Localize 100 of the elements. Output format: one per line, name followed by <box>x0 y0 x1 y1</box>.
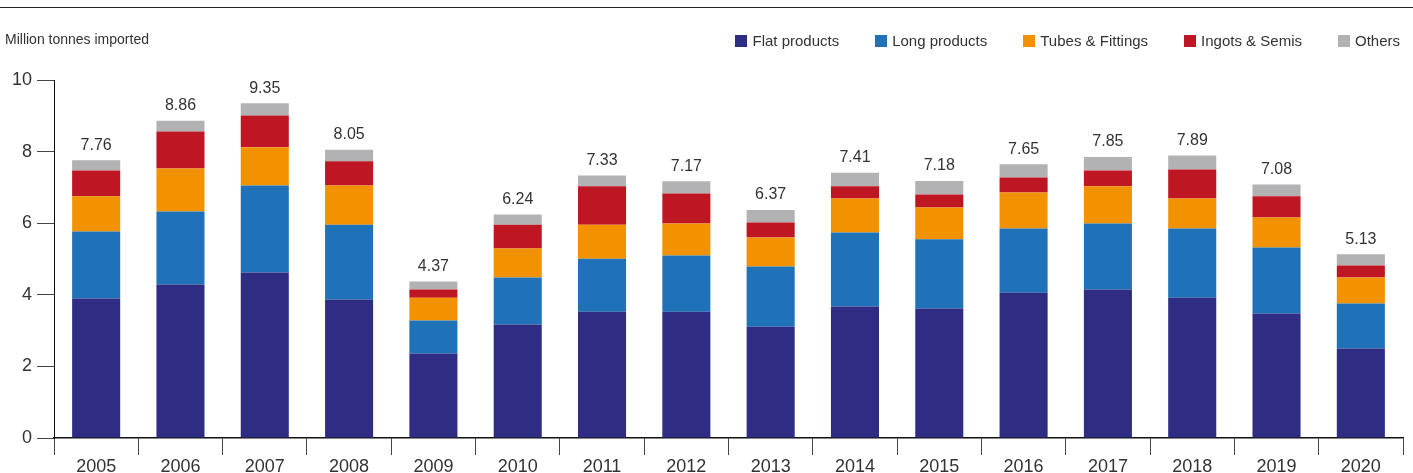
bar <box>409 297 458 321</box>
bar <box>999 192 1048 229</box>
bar <box>493 214 542 225</box>
bar <box>1336 254 1385 266</box>
bar <box>1336 277 1385 304</box>
bar <box>1168 228 1217 298</box>
y-tick-label: 8 <box>21 140 32 161</box>
bar <box>578 311 627 438</box>
bar <box>1083 289 1132 438</box>
total-label: 6.37 <box>755 185 787 203</box>
bar <box>662 181 711 194</box>
bar <box>493 248 542 278</box>
bar <box>72 196 121 232</box>
bar <box>72 160 121 171</box>
y-axis-title: Million tonnes imported <box>5 31 149 47</box>
bar <box>1252 313 1301 438</box>
bar <box>409 320 458 354</box>
bar <box>1252 196 1301 218</box>
y-tick-label: 4 <box>21 283 32 304</box>
total-label: 8.05 <box>333 125 365 143</box>
bar <box>999 228 1048 293</box>
bar <box>830 186 879 199</box>
bar <box>1083 170 1132 187</box>
bar <box>746 237 795 267</box>
x-tick-label: 2019 <box>1256 455 1297 473</box>
x-tick-label: 2011 <box>582 455 622 473</box>
bar <box>493 224 542 249</box>
bar <box>156 168 205 212</box>
total-label: 7.18 <box>923 156 955 174</box>
bar <box>746 326 795 438</box>
bar <box>999 164 1048 178</box>
bar <box>493 277 542 325</box>
bar <box>493 324 542 438</box>
y-tick-label: 2 <box>21 355 32 376</box>
bar <box>156 120 205 132</box>
bar <box>915 180 964 195</box>
y-tick-label: 0 <box>21 426 32 447</box>
bar <box>1168 155 1217 170</box>
bar <box>1168 169 1217 199</box>
legend-label: Ingots & Semis <box>1201 32 1302 49</box>
x-tick-label: 2018 <box>1172 455 1213 473</box>
bar <box>1336 348 1385 438</box>
legend-label: Tubes & Fittings <box>1040 32 1149 49</box>
bar <box>830 198 879 233</box>
bar <box>830 306 879 438</box>
bar <box>662 311 711 438</box>
bar <box>409 289 458 298</box>
bar <box>325 299 374 438</box>
bar <box>662 193 711 224</box>
bar <box>746 209 795 223</box>
bar <box>156 211 205 285</box>
bar <box>240 115 289 148</box>
total-label: 7.08 <box>1260 159 1293 177</box>
x-tick-label: 2007 <box>244 455 285 473</box>
x-tick-label: 2009 <box>413 455 454 473</box>
bar <box>662 255 711 312</box>
bar <box>409 353 458 438</box>
bar <box>662 223 711 256</box>
x-tick-label: 2015 <box>919 455 960 473</box>
bar <box>830 172 879 187</box>
bar <box>1336 265 1385 278</box>
total-label: 8.86 <box>164 96 197 114</box>
bar <box>915 207 964 240</box>
total-label: 7.41 <box>839 148 871 166</box>
bar <box>1252 184 1301 197</box>
bar <box>1083 223 1132 290</box>
total-label: 7.33 <box>586 150 618 168</box>
total-label: 7.65 <box>1008 139 1040 157</box>
bar <box>72 298 121 438</box>
bar <box>156 131 205 169</box>
x-tick-label: 2020 <box>1340 455 1381 473</box>
bar <box>325 224 374 300</box>
total-label: 4.37 <box>417 256 450 274</box>
bar <box>999 292 1048 438</box>
bar <box>325 149 374 162</box>
bar <box>578 186 627 225</box>
bar <box>240 272 289 438</box>
bar <box>578 258 627 312</box>
bar <box>999 177 1048 193</box>
bar <box>1252 217 1301 248</box>
total-label: 7.85 <box>1092 132 1124 150</box>
bar <box>240 147 289 186</box>
bar <box>1168 297 1217 438</box>
bar <box>578 175 627 187</box>
total-label: 5.13 <box>1345 229 1377 247</box>
x-tick-label: 2008 <box>329 455 370 473</box>
legend-label: Flat products <box>752 32 840 49</box>
x-tick-label: 2012 <box>666 455 707 473</box>
bar <box>746 266 795 327</box>
legend-label: Long products <box>892 32 988 49</box>
bar <box>915 194 964 208</box>
x-tick-label: 2010 <box>497 455 538 473</box>
bar <box>240 103 289 116</box>
x-tick-label: 2016 <box>1003 455 1044 473</box>
bar <box>1336 303 1385 349</box>
bar <box>240 185 289 273</box>
bar <box>830 232 879 307</box>
bar <box>578 224 627 259</box>
total-label: 7.17 <box>670 156 703 174</box>
bar <box>1083 156 1132 171</box>
